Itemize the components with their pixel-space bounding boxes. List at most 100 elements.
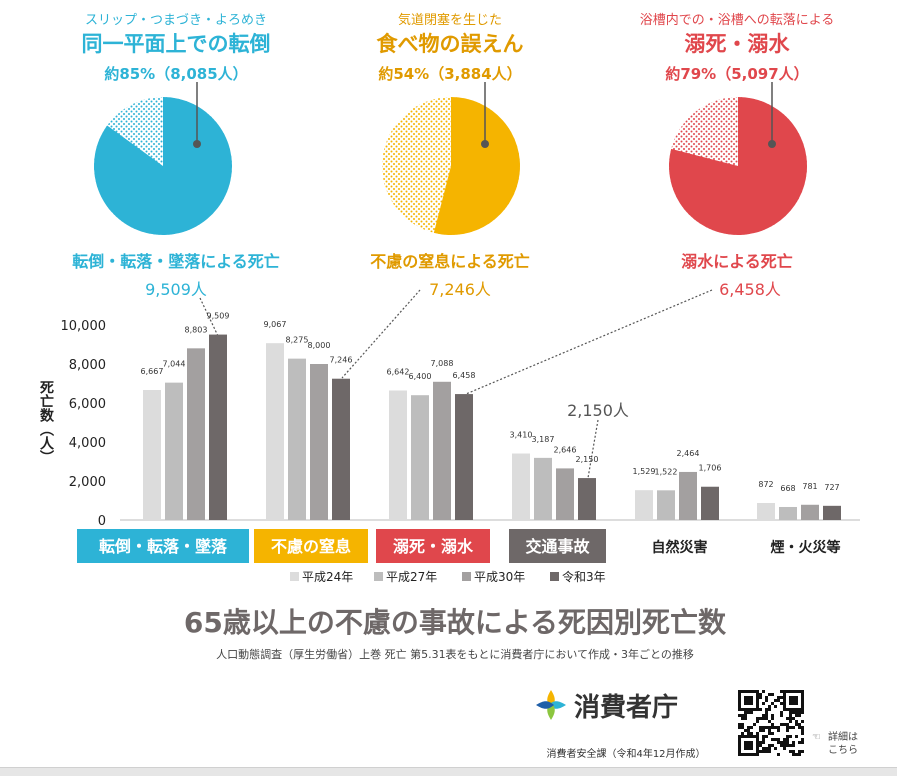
callout-bottom-drown: 溺水による死亡 xyxy=(681,252,793,271)
bar xyxy=(266,343,284,520)
bar xyxy=(411,395,429,520)
callout-total-fall: 9,509人 xyxy=(145,280,207,299)
callout-top-choke: 気道閉塞を生じた xyxy=(398,12,502,28)
legend-swatch xyxy=(462,572,471,581)
bar xyxy=(165,382,183,520)
legend-label: 平成30年 xyxy=(474,570,525,584)
bar-value-label: 1,706 xyxy=(699,464,722,473)
callout-pct-fall: 約85%（8,085人） xyxy=(104,65,247,83)
pie-chart-drown xyxy=(669,82,808,235)
bar xyxy=(657,490,675,520)
pie-chart-choke xyxy=(382,82,520,236)
category-box xyxy=(77,529,249,563)
bar-value-label: 3,187 xyxy=(532,435,555,444)
annotation-traffic-total: 2,150人 xyxy=(567,401,629,420)
bar xyxy=(779,506,797,520)
bar xyxy=(209,334,227,520)
legend-swatch xyxy=(290,572,299,581)
legend-swatch xyxy=(550,572,559,581)
bar-value-label: 1,529 xyxy=(633,467,656,476)
bar-value-label: 6,400 xyxy=(409,372,432,381)
bar-value-label: 7,044 xyxy=(163,360,186,369)
bar-series xyxy=(143,334,841,520)
callout-main-drown: 溺死・溺水 xyxy=(685,32,791,56)
bar-value-label: 1,522 xyxy=(655,467,678,476)
leader-line-fall xyxy=(199,297,219,337)
bar xyxy=(679,471,697,520)
y-axis: 0 2,000 4,000 6,000 8,000 10,000 xyxy=(61,319,860,529)
bar-value-label: 6,642 xyxy=(387,367,410,376)
bar xyxy=(701,486,719,520)
bar-value-label: 9,509 xyxy=(207,312,230,321)
legend-label: 令和3年 xyxy=(562,569,606,584)
pie-chart-fall xyxy=(94,82,232,235)
callout-pct-choke: 約54%（3,884人） xyxy=(378,65,521,83)
bar xyxy=(187,348,205,520)
legend-label: 平成24年 xyxy=(302,570,353,584)
chart-title: 65歳以上の不慮の事故による死因別死亡数 xyxy=(184,606,727,639)
category-box xyxy=(376,529,490,563)
bar xyxy=(143,389,161,520)
category-label: 煙・火災等 xyxy=(771,539,841,556)
agency-logo: 消費者庁 xyxy=(536,690,678,723)
bar xyxy=(757,502,775,520)
category-label: 交通事故 xyxy=(525,537,590,556)
callout-pct-drown: 約79%（5,097人） xyxy=(665,65,808,83)
bar xyxy=(433,381,451,520)
bar-value-label: 7,088 xyxy=(431,359,454,368)
callout-main-choke: 食べ物の誤えん xyxy=(377,32,524,56)
detail-link-line2[interactable]: こちら xyxy=(828,744,858,756)
legend: 平成24年 平成27年 平成30年 令和3年 xyxy=(290,569,606,584)
callout-top-drown: 浴槽内での・浴槽への転落による xyxy=(640,12,835,28)
y-axis-label: 死亡数（人） xyxy=(38,380,55,464)
bar xyxy=(512,453,530,520)
callout-top-fall: スリップ・つまづき・よろめき xyxy=(85,13,267,28)
pie-pointer-dot xyxy=(481,140,489,148)
category-labels: 転倒・転落・墜落 不慮の窒息 溺死・溺水 交通事故 自然災害 煙・火災等 xyxy=(77,529,841,563)
footer-dept: 消費者安全課（令和4年12月作成） xyxy=(546,747,705,760)
bar xyxy=(801,504,819,520)
y-tick-label: 4,000 xyxy=(69,436,106,451)
y-tick-label: 10,000 xyxy=(61,319,107,334)
qr-code-icon[interactable] xyxy=(738,690,804,756)
bar xyxy=(578,478,596,520)
y-tick-label: 6,000 xyxy=(69,397,106,412)
bar-value-label: 2,464 xyxy=(677,449,700,458)
category-box xyxy=(254,529,368,563)
bar xyxy=(310,364,328,520)
legend-swatch xyxy=(374,572,383,581)
bar xyxy=(288,358,306,520)
pie-pointer-dot xyxy=(768,140,776,148)
bar xyxy=(823,505,841,520)
leader-line-traffic xyxy=(587,419,599,479)
bar-value-label: 9,067 xyxy=(264,320,287,329)
bar-value-label: 8,000 xyxy=(308,341,331,350)
leader-line-drown xyxy=(465,289,713,395)
bar-value-label: 727 xyxy=(824,483,839,492)
bar-value-label: 3,410 xyxy=(510,431,533,440)
bar-value-label: 6,458 xyxy=(453,371,476,380)
bar-value-label: 2,646 xyxy=(554,445,577,454)
detail-link-line1[interactable]: 詳細は xyxy=(828,730,858,743)
bar xyxy=(389,390,407,520)
bar-value-label: 872 xyxy=(758,480,773,489)
bar xyxy=(556,468,574,520)
y-tick-label: 0 xyxy=(98,514,106,529)
bar xyxy=(455,394,473,520)
callout-bottom-choke: 不慮の窒息による死亡 xyxy=(370,252,530,271)
bar-value-label: 8,275 xyxy=(286,336,309,345)
bar xyxy=(332,378,350,520)
pie-slice-main xyxy=(433,97,520,236)
callout-total-drown: 6,458人 xyxy=(719,280,781,299)
category-label: 不慮の窒息 xyxy=(271,537,351,556)
bar xyxy=(534,457,552,520)
logo-mark-icon xyxy=(536,690,566,720)
bar-value-label: 6,667 xyxy=(141,367,164,376)
pie-pointer-dot xyxy=(193,140,201,148)
callout-total-choke: 7,246人 xyxy=(429,280,491,299)
bottom-frame xyxy=(0,767,897,776)
callout-bottom-fall: 転倒・転落・墜落による死亡 xyxy=(72,252,280,271)
